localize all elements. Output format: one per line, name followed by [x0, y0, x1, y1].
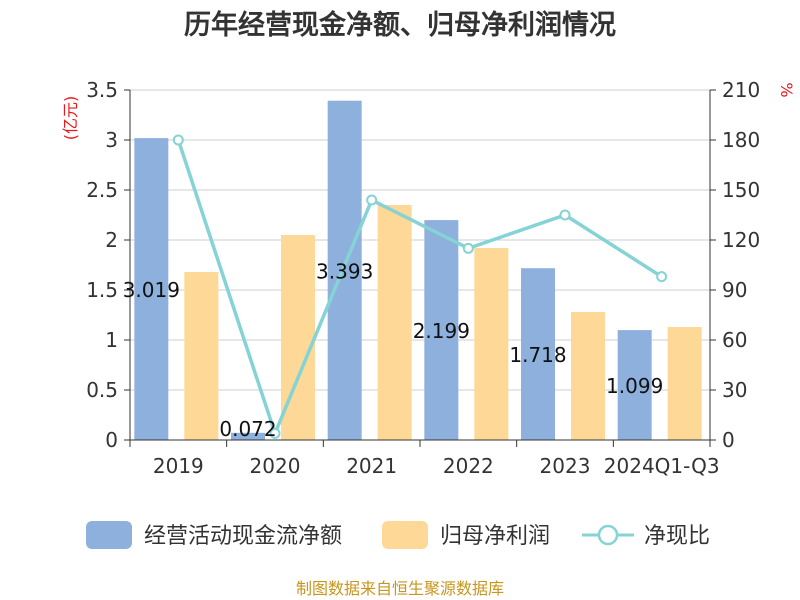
legend-swatch-net-profit [382, 521, 428, 549]
cash-flow-value-label: 3.019 [123, 278, 180, 302]
left-tick-label: 1.5 [86, 278, 118, 302]
right-tick-label: 180 [722, 128, 760, 152]
bar-net-profit [474, 248, 509, 440]
right-tick-label: 30 [722, 378, 747, 402]
cash-flow-value-label: 1.099 [606, 374, 663, 398]
bar-net-profit [377, 205, 412, 440]
chart-title: 历年经营现金净额、归母净利润情况 [184, 9, 616, 41]
right-tick-label: 60 [722, 328, 747, 352]
legend-swatch-cash-flow [86, 521, 132, 549]
x-tick-label: 2019 [153, 454, 204, 478]
left-axis-unit: (亿元) [61, 96, 80, 141]
bars [134, 100, 702, 440]
left-tick-label: 0 [105, 428, 118, 452]
ratio-point [366, 194, 378, 206]
axes: 0 0.5 1 1.5 2 2.5 3 3.5 0 30 60 90 120 150 180 210 2019 2… [86, 78, 760, 478]
right-tick-label: 150 [722, 178, 760, 202]
source-note: 制图数据来自恒生聚源数据库 [296, 579, 504, 598]
ratio-point [559, 209, 571, 221]
left-tick-label: 2.5 [86, 178, 118, 202]
bar-net-profit [667, 327, 702, 440]
x-tick-label: 2022 [443, 454, 494, 478]
right-tick-label: 210 [722, 78, 760, 102]
cash-flow-value-label: 1.718 [509, 343, 566, 367]
x-tick-label: 2020 [250, 454, 301, 478]
right-axis-unit: % [777, 82, 796, 97]
left-tick-label: 2 [105, 228, 118, 252]
ratio-line [172, 134, 668, 439]
legend-label-ratio: 净现比 [644, 524, 710, 549]
legend-label-net-profit: 归母净利润 [440, 524, 550, 549]
legend-item-ratio[interactable]: 净现比 [582, 524, 710, 549]
right-tick-label: 0 [722, 428, 735, 452]
bar-cash-flow [231, 432, 265, 440]
bar-net-profit [184, 272, 219, 440]
cash-flow-value-label: 0.072 [219, 417, 276, 441]
bar-net-profit [571, 312, 605, 440]
x-tick-label: 2023 [540, 454, 591, 478]
left-tick-label: 3.5 [86, 78, 118, 102]
data-labels: 3.019 0.072 3.393 2.199 1.718 1.099 [123, 259, 664, 441]
ratio-point [269, 427, 281, 439]
bar-cash-flow [424, 220, 459, 440]
ratio-point [462, 242, 474, 254]
cash-flow-value-label: 3.393 [316, 259, 373, 283]
bar-cash-flow [617, 330, 652, 440]
x-tick-label: 2024Q1-Q3 [604, 454, 720, 478]
right-tick-label: 120 [722, 228, 760, 252]
ratio-point [172, 134, 184, 146]
legend: 经营活动现金流净额 归母净利润 净现比 [86, 521, 710, 549]
ratio-series-line [176, 139, 663, 436]
ratio-point [656, 271, 668, 283]
cash-flow-value-label: 2.199 [413, 319, 470, 343]
legend-item-cash-flow[interactable]: 经营活动现金流净额 [86, 521, 342, 549]
bar-cash-flow [327, 100, 362, 440]
x-tick-label: 2021 [346, 454, 397, 478]
right-tick-label: 90 [722, 278, 747, 302]
bar-cash-flow [134, 138, 169, 440]
bar-cash-flow [521, 268, 555, 440]
legend-item-net-profit[interactable]: 归母净利润 [382, 521, 550, 549]
left-tick-label: 3 [105, 128, 118, 152]
legend-swatch-ratio-marker [597, 524, 619, 546]
legend-label-cash-flow: 经营活动现金流净额 [144, 524, 342, 549]
left-tick-label: 1 [105, 328, 118, 352]
left-tick-label: 0.5 [86, 378, 118, 402]
